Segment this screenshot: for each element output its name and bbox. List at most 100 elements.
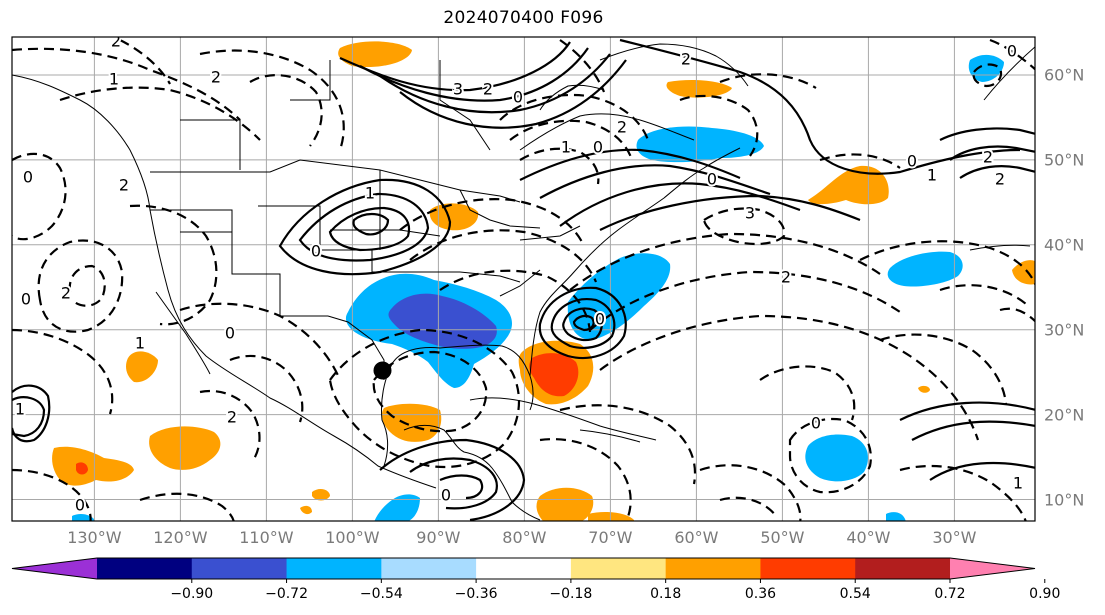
longitude-label: 110°W [239,528,294,547]
colorbar-tick-label: 0.72 [934,586,966,602]
colorbar-segment [381,558,477,579]
colorbar-extend-low [12,558,97,579]
anomaly-positive [666,80,732,98]
colorbar-outline [11,557,1036,580]
anomaly-strong-positive [529,353,579,397]
contour-label: 0 [75,496,85,515]
anomaly-negative [886,512,906,521]
contour-label: 1 [15,400,25,419]
latitude-label: 20°N [1044,405,1085,425]
colorbar-tick-label: −0.18 [549,586,593,602]
anomaly-positive [1012,260,1035,285]
anomaly-negative [374,494,420,521]
contours-positive [12,38,1035,521]
contour-label: 1 [1013,474,1023,493]
contours-negative [12,38,1035,521]
contour-label: 1 [561,138,571,157]
anomaly-negative [636,126,764,163]
contour-label: 2 [61,284,71,303]
longitude-label: 60°W [674,528,719,547]
contour-label: 0 [707,170,717,189]
latitude-label: 30°N [1044,320,1085,340]
anomaly-strong-negative [388,293,497,349]
contour-label: 0 [441,486,451,505]
longitude-label: 70°W [588,528,633,547]
shaded-anomalies [52,41,1035,521]
latitude-label: 10°N [1044,490,1085,510]
longitude-label: 30°W [932,528,977,547]
coastlines [12,43,1035,521]
longitude-label: 100°W [325,528,380,547]
colorbar-tick-label: 0.90 [1029,586,1061,602]
contour-label: 0 [311,242,321,261]
contour-label: 2 [227,408,237,427]
colorbar [11,557,1046,583]
colorbar-tick-label: 0.54 [839,586,871,602]
anomaly-positive [149,426,221,470]
colorbar-segment [855,558,951,579]
colorbar-tick-label: 0.18 [650,586,682,602]
latitude-label: 40°N [1044,235,1085,255]
contour-label: 2 [111,32,121,51]
contour-label: 2 [995,170,1005,189]
colorbar-segment [191,558,288,579]
colorbar-segment [760,558,856,579]
contour-label: 0 [513,88,523,107]
contour-label: 1 [135,334,145,353]
contour-label: 0 [23,168,33,187]
longitude-label: 80°W [502,528,547,547]
anomaly-strong-positive [76,462,88,475]
contour-label: 2 [483,80,493,99]
colorbar-segment [476,558,572,579]
colorbar-extend-high [950,558,1035,579]
storm-center-marker [373,361,392,380]
anomaly-positive [429,203,479,231]
longitude-label: 90°W [416,528,461,547]
longitude-label: 50°W [760,528,805,547]
anomaly-negative [72,514,96,521]
colorbar-segment [665,558,761,579]
contour-label: 2 [781,268,791,287]
map-title: 2024070400 F096 [443,8,604,28]
contour-label: 0 [811,414,821,433]
anomaly-positive [918,385,930,393]
anomaly-positive [382,403,442,442]
contour-label: 2 [617,118,627,137]
contour-label: 0 [21,290,31,309]
anomaly-positive [588,512,634,521]
colorbar-tick-label: −0.54 [359,586,403,602]
contour-label: 0 [593,138,603,157]
latitude-label: 50°N [1044,150,1085,170]
anomaly-positive [52,446,134,486]
colorbar-segment [97,558,193,579]
contour-label: 2 [211,68,221,87]
longitude-label: 40°W [846,528,891,547]
contour-label: 1 [109,70,119,89]
contour-label: 3 [745,204,755,223]
contour-label: 3 [453,80,463,99]
colorbar-segment [286,558,382,579]
anomaly-negative [887,251,963,287]
latitude-label: 60°N [1044,65,1085,85]
longitude-label: 120°W [153,528,208,547]
contour-label: 1 [365,184,375,203]
colorbar-tick-label: 0.36 [744,586,777,602]
contour-label: 2 [119,176,129,195]
contour-label: 0 [907,152,917,171]
anomaly-positive [338,41,412,68]
anomaly-negative [567,253,671,340]
contour-label: 1 [927,166,937,185]
longitude-label: 130°W [67,528,122,547]
colorbar-tick-label: −0.90 [170,586,214,602]
contour-label: 0 [1007,42,1017,61]
anomaly-positive [312,489,330,501]
contour-label: 0 [225,324,235,343]
anomaly-negative [805,434,868,482]
contour-label: 0 [595,310,605,329]
colorbar-tick-label: −0.36 [454,586,498,602]
anomaly-positive [300,505,312,515]
anomaly-positive [536,487,594,521]
anomaly-positive [808,165,889,205]
